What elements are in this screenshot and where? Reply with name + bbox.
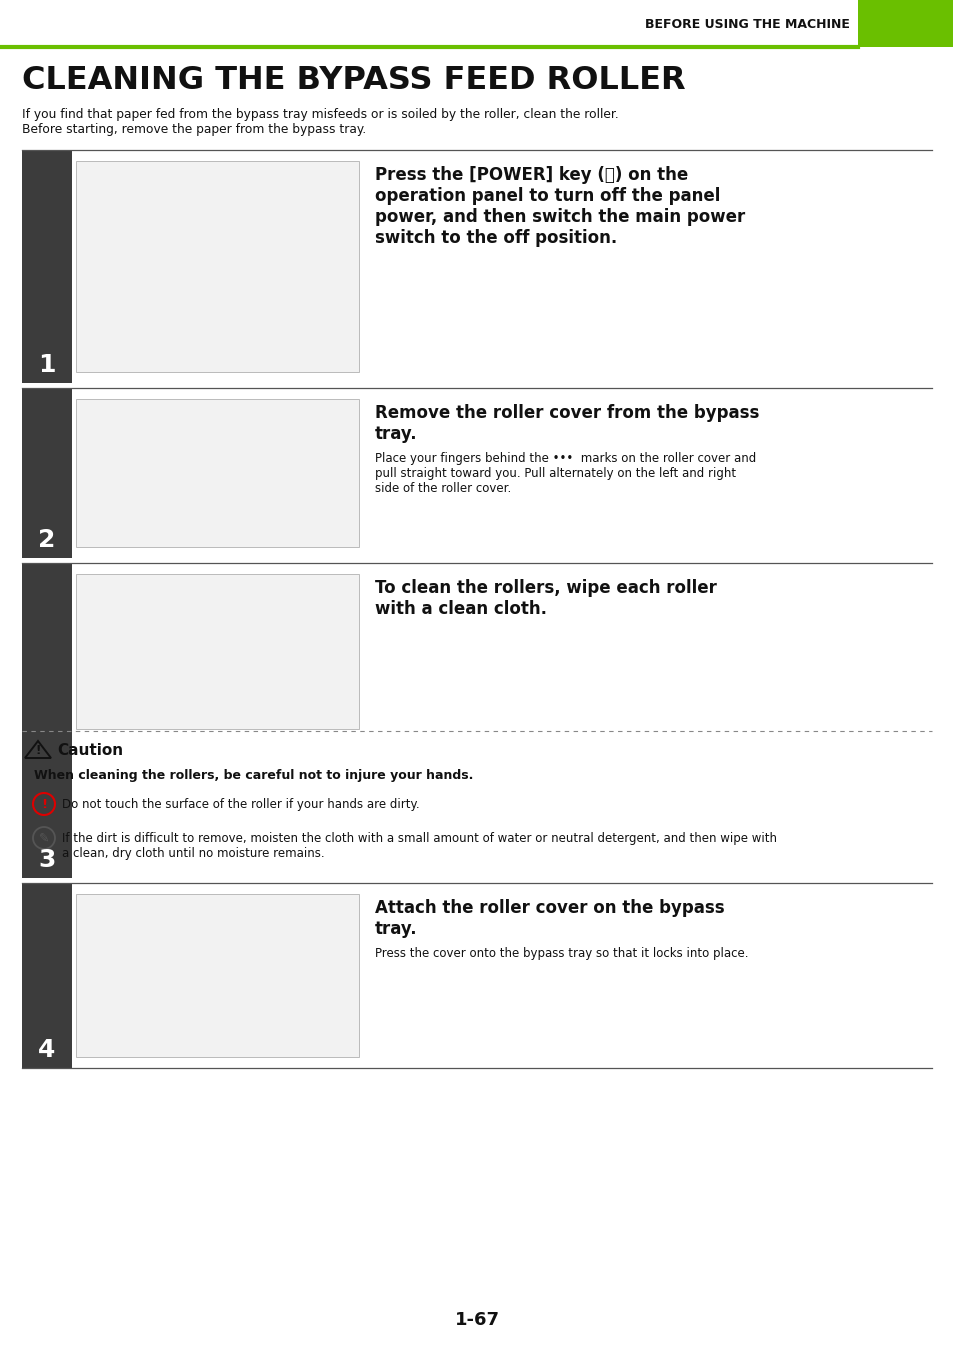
Bar: [22, 563, 71, 878]
Bar: [22, 150, 71, 383]
Text: Press the cover onto the bypass tray so that it locks into place.: Press the cover onto the bypass tray so …: [375, 946, 748, 960]
Text: 2: 2: [38, 528, 55, 552]
Bar: [76, 574, 358, 729]
Text: switch to the off position.: switch to the off position.: [375, 230, 617, 247]
Text: Place your fingers behind the •••  marks on the roller cover and: Place your fingers behind the ••• marks …: [375, 452, 756, 464]
Text: Do not touch the surface of the roller if your hands are dirty.: Do not touch the surface of the roller i…: [62, 798, 419, 811]
Text: Press the [POWER] key (ⓧ) on the: Press the [POWER] key (ⓧ) on the: [375, 166, 687, 184]
Text: a clean, dry cloth until no moisture remains.: a clean, dry cloth until no moisture rem…: [62, 846, 324, 860]
Text: 1: 1: [38, 352, 55, 377]
Text: pull straight toward you. Pull alternately on the left and right: pull straight toward you. Pull alternate…: [375, 467, 736, 481]
Text: !: !: [35, 744, 41, 757]
Bar: [76, 161, 358, 373]
Text: To clean the rollers, wipe each roller: To clean the rollers, wipe each roller: [375, 579, 716, 597]
Text: Remove the roller cover from the bypass: Remove the roller cover from the bypass: [375, 404, 759, 423]
Text: Attach the roller cover on the bypass: Attach the roller cover on the bypass: [375, 899, 724, 917]
Text: 1-67: 1-67: [454, 1311, 499, 1328]
Bar: [76, 400, 358, 547]
Text: 3: 3: [38, 848, 55, 872]
Text: !: !: [41, 798, 47, 810]
Text: When cleaning the rollers, be careful not to injure your hands.: When cleaning the rollers, be careful no…: [34, 769, 473, 782]
Bar: [22, 883, 71, 1068]
Text: 4: 4: [38, 1038, 55, 1062]
Text: side of the roller cover.: side of the roller cover.: [375, 482, 511, 495]
Text: Caution: Caution: [57, 743, 123, 757]
Text: If you find that paper fed from the bypass tray misfeeds or is soiled by the rol: If you find that paper fed from the bypa…: [22, 108, 618, 122]
Text: tray.: tray.: [375, 919, 417, 938]
Text: ✎: ✎: [39, 832, 50, 845]
Bar: [22, 387, 71, 558]
Bar: [857, 0, 953, 47]
Text: CLEANING THE BYPASS FEED ROLLER: CLEANING THE BYPASS FEED ROLLER: [22, 65, 685, 96]
Text: power, and then switch the main power: power, and then switch the main power: [375, 208, 744, 225]
Text: with a clean cloth.: with a clean cloth.: [375, 599, 546, 618]
Bar: [76, 894, 358, 1057]
Text: operation panel to turn off the panel: operation panel to turn off the panel: [375, 188, 720, 205]
Text: BEFORE USING THE MACHINE: BEFORE USING THE MACHINE: [644, 18, 849, 31]
Text: tray.: tray.: [375, 425, 417, 443]
Text: If the dirt is difficult to remove, moisten the cloth with a small amount of wat: If the dirt is difficult to remove, mois…: [62, 832, 776, 845]
Text: Before starting, remove the paper from the bypass tray.: Before starting, remove the paper from t…: [22, 123, 366, 136]
